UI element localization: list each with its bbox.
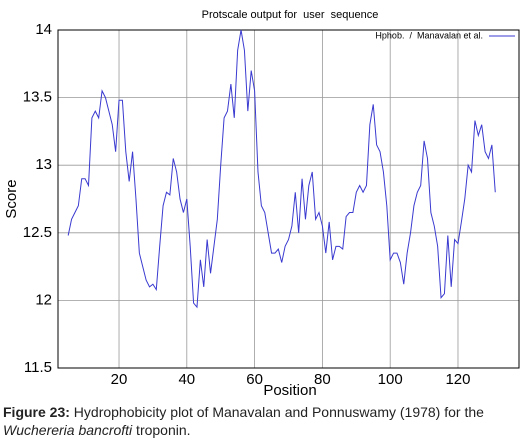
plot-frame xyxy=(57,29,520,369)
legend-label: Hphob. / Manavalan et al. xyxy=(375,30,483,40)
y-tick-label: 12 xyxy=(35,291,52,308)
x-tick-label: 40 xyxy=(178,371,195,388)
data-line xyxy=(67,29,496,309)
plot-area xyxy=(58,30,519,368)
chart: Protscale output for user sequence Posit… xyxy=(3,9,520,399)
y-tick-label: 14 xyxy=(35,21,52,38)
chart-title: Protscale output for user sequence xyxy=(202,9,379,21)
x-tick-label: 100 xyxy=(378,371,403,388)
caption-text: Hydrophobicity plot of Manavalan and Pon… xyxy=(69,404,484,420)
caption-species: Wuchereria bancrofti xyxy=(3,422,133,438)
y-tick-label: 13.5 xyxy=(23,89,52,106)
x-tick-label: 80 xyxy=(314,371,331,388)
y-axis-label: Score xyxy=(3,179,20,218)
y-tick-label: 12.5 xyxy=(23,224,52,241)
x-tick-label: 20 xyxy=(111,371,128,388)
caption-label: Figure 23: xyxy=(3,404,70,420)
x-tick-label: 120 xyxy=(445,371,470,388)
y-tick-label: 11.5 xyxy=(24,359,52,376)
caption: Figure 23: Hydrophobicity plot of Manava… xyxy=(3,403,529,439)
x-tick-label: 60 xyxy=(246,371,263,388)
x-axis-label: Position xyxy=(263,382,316,399)
y-tick-label: 13 xyxy=(35,156,52,173)
caption-tail: troponin. xyxy=(132,422,191,438)
